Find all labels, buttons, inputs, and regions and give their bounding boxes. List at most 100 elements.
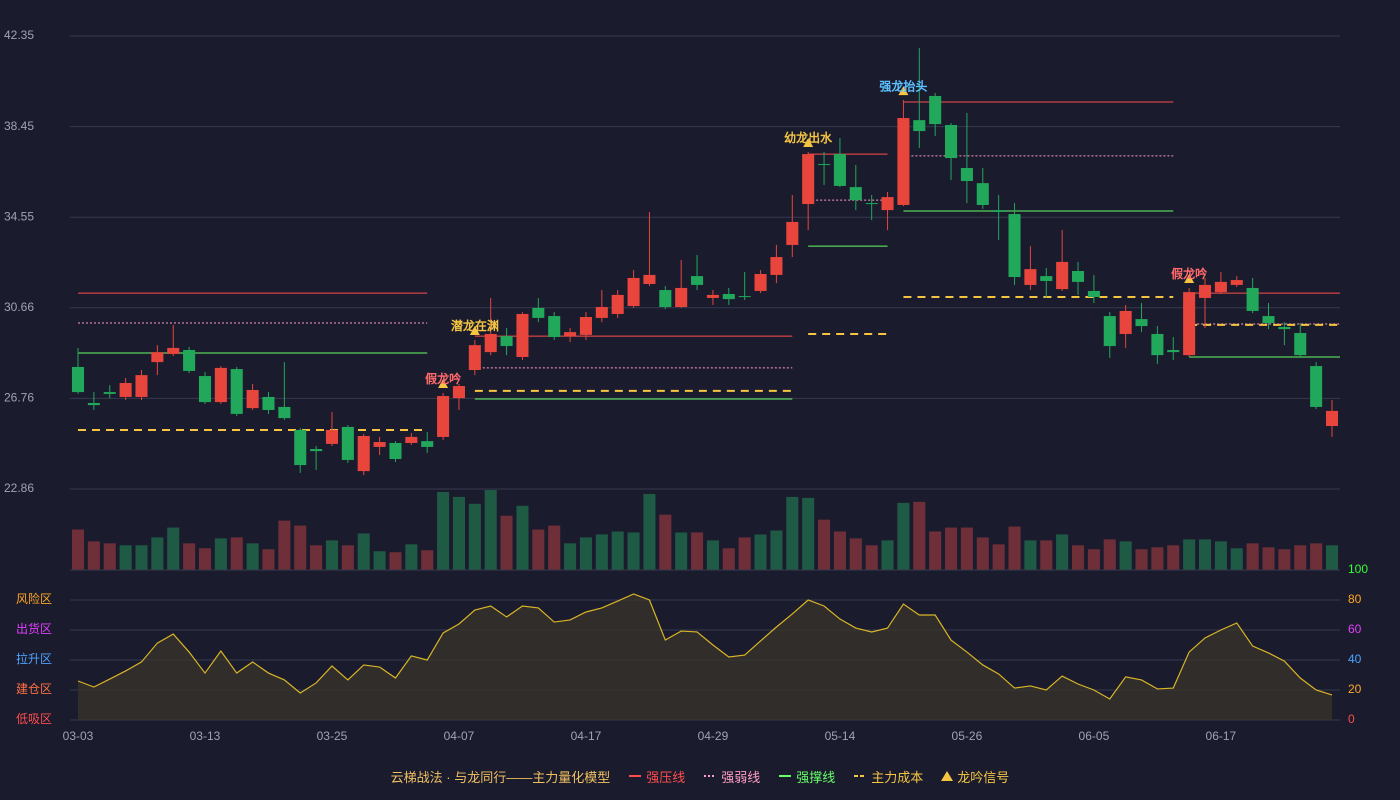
volume-bar [516, 505, 529, 570]
x-tick-label: 03-03 [63, 729, 94, 743]
y2-tick-label: 0 [1348, 712, 1355, 726]
volume-bar [421, 550, 434, 570]
volume-bar [770, 530, 783, 570]
signal-marker [1184, 273, 1195, 283]
volume-bar [294, 525, 307, 570]
candle-body [87, 403, 100, 406]
x-tick-label: 04-29 [698, 729, 729, 743]
legend-item: 强撑线 [778, 767, 835, 786]
volume-bar [548, 525, 561, 570]
volume-bar [960, 527, 973, 570]
volume-bar [262, 549, 275, 570]
candle-body [389, 442, 402, 460]
candle-body [1024, 269, 1037, 285]
x-tick-label: 03-25 [317, 729, 348, 743]
candle-body [516, 313, 529, 357]
volume-bar [579, 537, 592, 570]
candle-body [437, 396, 450, 437]
zone-label: 风险区 [16, 591, 52, 606]
candle-body [1310, 366, 1323, 407]
legend-item: 主力成本 [853, 767, 923, 786]
candle-body [802, 154, 815, 205]
volume-bar [389, 552, 402, 570]
volume-bar [818, 519, 831, 570]
candle-body [1167, 350, 1180, 353]
volume-bar [627, 532, 640, 570]
candle-body [611, 294, 624, 314]
candle-body [294, 429, 307, 466]
candle-body [167, 347, 180, 354]
volume-bar [1183, 539, 1196, 570]
volume-bar [659, 514, 672, 570]
candle-body [135, 375, 148, 397]
volume-bar [135, 545, 148, 570]
volume-bar [595, 534, 608, 570]
volume-bar [722, 548, 735, 570]
candle-body [976, 183, 989, 205]
candle-body [818, 164, 831, 166]
candle-body [262, 396, 275, 410]
candle-body [484, 333, 497, 353]
y-tick-label: 34.55 [4, 209, 34, 223]
volume-bar [754, 534, 767, 570]
volume-bar [532, 529, 545, 570]
signal-marker [803, 137, 814, 147]
zone-label: 低吸区 [16, 712, 52, 726]
candle-body [1151, 333, 1164, 356]
volume-bar [1278, 549, 1291, 570]
volume-bar [802, 497, 815, 570]
volume-bar [468, 503, 481, 570]
candle-body [214, 367, 227, 403]
candle-body [595, 307, 608, 318]
volume-bar [230, 537, 243, 570]
volume-bar [976, 537, 989, 570]
volume-bar [452, 496, 465, 570]
candle-body [1294, 333, 1307, 356]
x-tick-label: 06-05 [1079, 729, 1110, 743]
candle-body [373, 442, 386, 447]
volume-bar [183, 543, 196, 570]
volume-bar [71, 529, 85, 570]
indicator-area [78, 594, 1332, 720]
y2-tick-label: 60 [1348, 622, 1362, 636]
candle-body [1119, 310, 1132, 334]
candle-body [659, 290, 672, 308]
candle-body [1087, 290, 1100, 298]
candle-body [992, 210, 1005, 212]
signal-label: 幼龙出水 [784, 130, 833, 145]
volume-bar [1071, 545, 1085, 570]
x-tick-label: 04-17 [571, 729, 602, 743]
candle-body [564, 332, 577, 337]
volume-bar [198, 548, 212, 570]
volume-bar [500, 515, 513, 570]
volume-bar [691, 532, 704, 570]
y-tick-label: 30.66 [4, 300, 34, 314]
volume-bar [706, 540, 719, 570]
volume-bar [1087, 549, 1100, 570]
candle-body [230, 369, 243, 414]
candle-body [1262, 316, 1275, 324]
candle-body [325, 429, 339, 444]
volume-bar [1230, 548, 1243, 570]
candle-body [421, 441, 434, 447]
volume-bar [278, 520, 291, 570]
candle-body [246, 389, 259, 409]
volume-bar [1262, 547, 1275, 570]
candle-body [548, 316, 561, 337]
candle-body [151, 352, 164, 363]
candle-body [929, 95, 942, 125]
volume-bar [246, 543, 259, 570]
x-tick-label: 04-07 [444, 729, 475, 743]
volume-bar [1325, 545, 1339, 570]
signal-marker [438, 379, 449, 389]
candle-body [183, 350, 196, 371]
y2-tick-label: 20 [1348, 682, 1362, 696]
candle-body [119, 383, 132, 397]
candle-body [357, 436, 370, 472]
volume-bar [1198, 539, 1212, 570]
legend-item: 强弱线 [703, 767, 760, 786]
legend-item: 龙吟信号 [941, 767, 1009, 786]
candle-body [738, 296, 751, 298]
